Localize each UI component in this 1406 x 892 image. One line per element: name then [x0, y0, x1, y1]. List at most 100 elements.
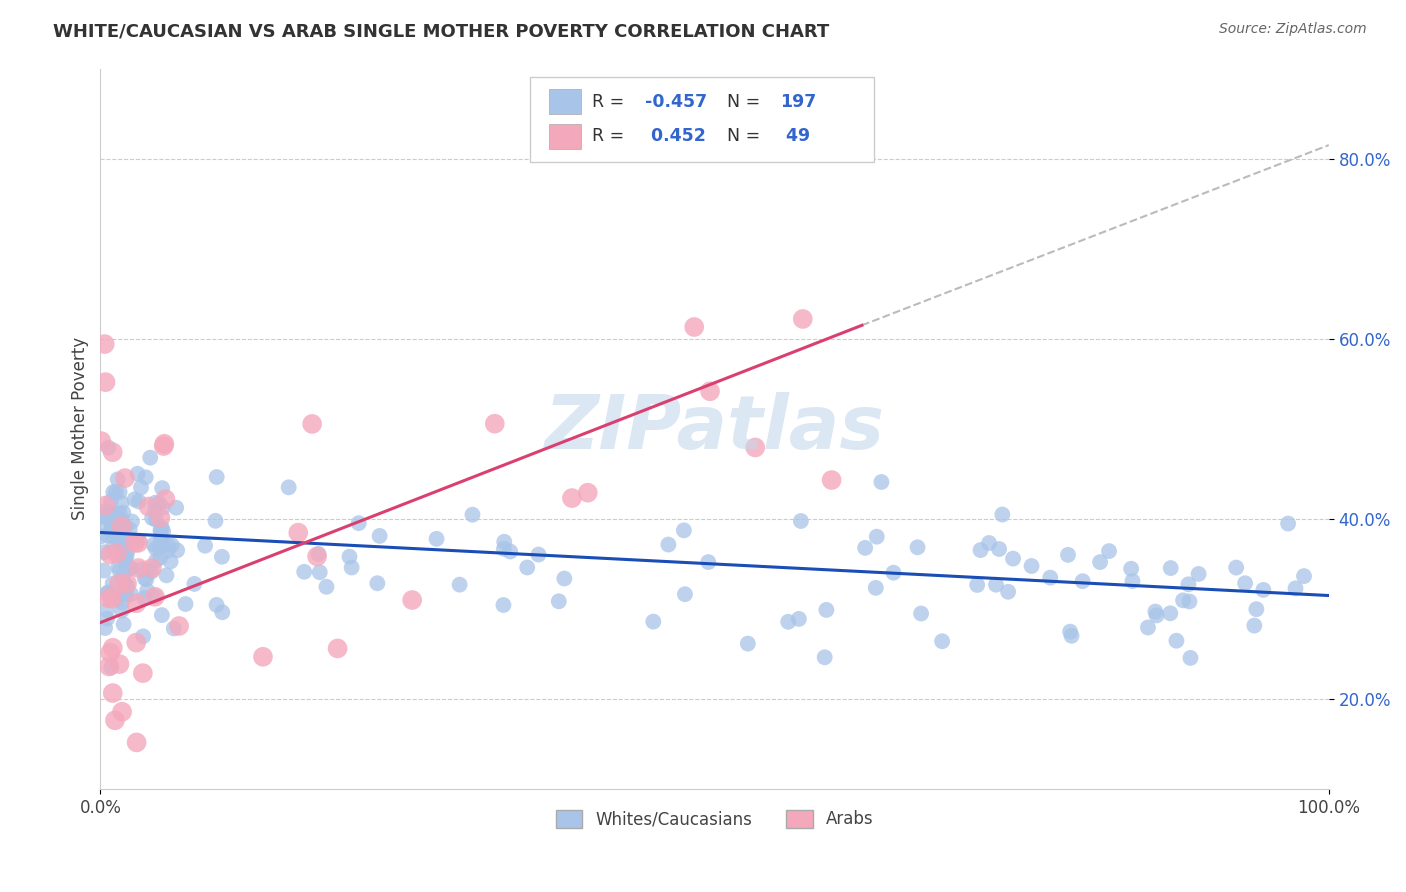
Point [657, 538, 679, 552]
Point [105, 546, 128, 560]
Point [870, 475, 893, 489]
Point [1188, 566, 1211, 581]
Point [94, 499, 117, 513]
Text: Source: ZipAtlas.com: Source: ZipAtlas.com [1219, 22, 1367, 37]
Point [90, 434, 112, 449]
Point [101, 686, 124, 700]
Point [366, 576, 388, 591]
Point [308, 566, 330, 580]
Point [100, 516, 122, 531]
Point [969, 543, 991, 558]
Point [115, 560, 138, 574]
Point [401, 593, 423, 607]
Point [152, 524, 174, 539]
Point [787, 612, 810, 626]
Point [115, 549, 138, 564]
Point [910, 607, 932, 621]
Point [104, 714, 127, 728]
Point [101, 576, 124, 591]
Point [340, 560, 363, 574]
Point [815, 603, 838, 617]
Point [866, 530, 889, 544]
Point [117, 579, 139, 593]
Point [100, 660, 122, 674]
Point [107, 559, 129, 574]
Point [153, 437, 176, 451]
Point [105, 508, 128, 522]
Point [112, 506, 135, 520]
Point [931, 634, 953, 648]
Point [127, 533, 149, 548]
Point [1088, 555, 1111, 569]
Point [211, 549, 233, 564]
Point [101, 445, 124, 459]
Point [94, 621, 117, 635]
Point [100, 524, 122, 538]
Point [132, 629, 155, 643]
Point [988, 541, 1011, 556]
Point [547, 594, 569, 608]
Point [1146, 608, 1168, 623]
Point [347, 516, 370, 530]
Point [136, 583, 159, 598]
Text: N =: N = [727, 93, 761, 111]
Point [97, 509, 120, 524]
Point [494, 534, 516, 549]
Point [111, 516, 134, 530]
Point [1246, 602, 1268, 616]
Text: ZIPatlas: ZIPatlas [544, 392, 884, 466]
Point [97, 528, 120, 542]
Point [150, 530, 173, 544]
Point [516, 560, 538, 574]
Point [97, 591, 120, 606]
Point [145, 541, 167, 556]
Point [425, 532, 447, 546]
Point [114, 551, 136, 566]
Point [128, 494, 150, 508]
Point [149, 524, 172, 538]
Point [94, 504, 117, 518]
Point [315, 580, 337, 594]
Point [148, 496, 170, 510]
Point [115, 576, 138, 591]
Point [1121, 574, 1143, 588]
Point [499, 544, 522, 558]
Point [141, 511, 163, 525]
Point [152, 500, 174, 515]
Point [1071, 574, 1094, 589]
Point [105, 545, 128, 559]
Point [149, 550, 172, 565]
Point [101, 640, 124, 655]
Point [110, 513, 132, 527]
Point [90, 516, 112, 530]
Point [115, 586, 138, 600]
Text: R =: R = [592, 93, 624, 111]
Point [166, 543, 188, 558]
Point [93, 564, 115, 578]
Point [1057, 548, 1080, 562]
Point [135, 470, 157, 484]
FancyBboxPatch shape [548, 89, 581, 114]
Point [125, 735, 148, 749]
Point [118, 561, 141, 575]
Point [737, 637, 759, 651]
Point [111, 595, 134, 609]
Point [1121, 562, 1143, 576]
Point [977, 536, 1000, 550]
Y-axis label: Single Mother Poverty: Single Mother Poverty [72, 337, 89, 520]
Text: -0.457: -0.457 [644, 93, 707, 111]
Point [143, 590, 166, 604]
Point [984, 577, 1007, 591]
Point [292, 565, 315, 579]
Point [1180, 651, 1202, 665]
Point [204, 514, 226, 528]
Point [127, 536, 149, 550]
Point [98, 646, 121, 660]
Point [1136, 620, 1159, 634]
Point [98, 506, 121, 520]
Point [121, 515, 143, 529]
Point [1171, 593, 1194, 607]
Point [484, 417, 506, 431]
Point [128, 561, 150, 575]
Point [93, 545, 115, 559]
